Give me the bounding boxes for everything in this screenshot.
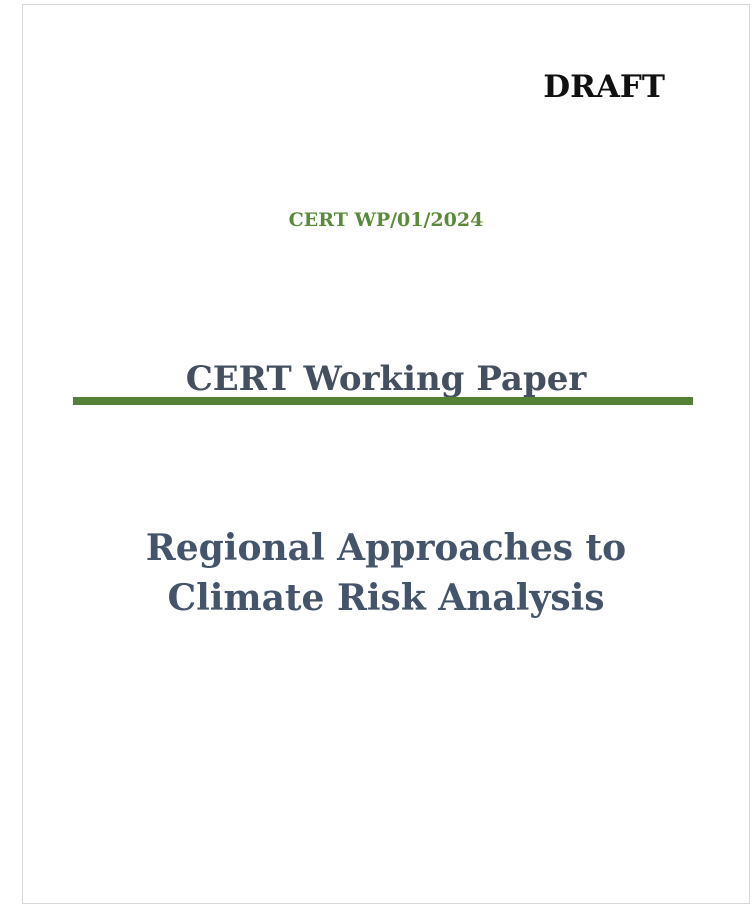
paper-code: CERT WP/01/2024 <box>288 209 484 231</box>
draft-label: DRAFT <box>543 69 665 105</box>
series-title: CERT Working Paper <box>185 359 587 399</box>
document-page: DRAFT CERT WP/01/2024 CERT Working Paper… <box>22 4 750 904</box>
title-line: Regional Approaches to <box>145 527 627 569</box>
title-line: Climate Risk Analysis <box>167 577 605 619</box>
paper-title: Regional Approaches to Climate Risk Anal… <box>23 523 749 623</box>
divider <box>73 397 693 405</box>
